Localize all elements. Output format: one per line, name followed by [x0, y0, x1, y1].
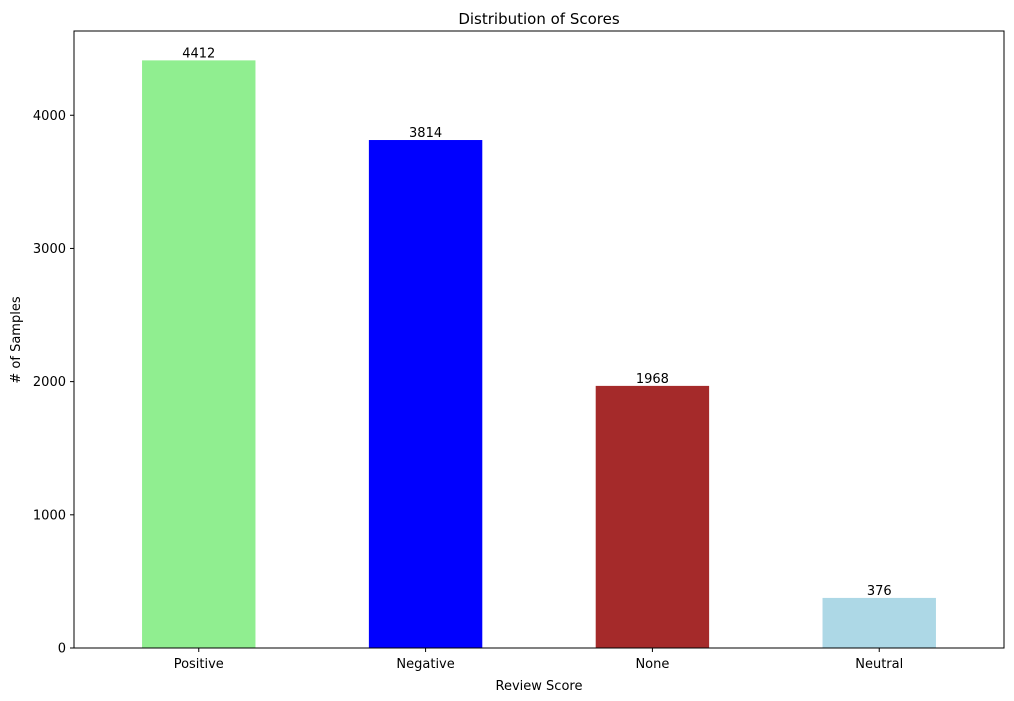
bar-none — [595, 385, 710, 648]
x-axis-label: Review Score — [496, 679, 583, 694]
y-tick-label: 4000 — [33, 109, 66, 124]
x-tick-label: Negative — [396, 657, 454, 672]
bars-layer — [142, 60, 936, 649]
y-tick-label: 0 — [58, 642, 66, 657]
bar-value-label: 3814 — [409, 126, 442, 141]
bar-value-label: 1968 — [636, 372, 669, 387]
bar-value-label: 4412 — [182, 46, 215, 61]
y-axis-ticks: 0 1000 2000 3000 4000 — [33, 109, 74, 657]
bar-value-labels: 4412 3814 1968 376 — [182, 46, 891, 599]
bar-value-label: 376 — [867, 584, 892, 599]
y-tick-label: 1000 — [33, 508, 66, 523]
chart-title: Distribution of Scores — [458, 10, 620, 28]
y-tick-label: 2000 — [33, 375, 66, 390]
y-tick-label: 3000 — [33, 242, 66, 257]
bar-positive — [142, 60, 256, 648]
x-tick-label: Positive — [174, 657, 224, 672]
bar-neutral — [822, 597, 936, 648]
bar-negative — [368, 140, 483, 649]
x-axis-ticks: Positive Negative None Neutral — [174, 648, 903, 672]
x-tick-label: None — [635, 657, 669, 672]
x-tick-label: Neutral — [855, 657, 903, 672]
y-axis-label: # of Samples — [9, 296, 24, 383]
plot-frame — [73, 30, 1005, 649]
